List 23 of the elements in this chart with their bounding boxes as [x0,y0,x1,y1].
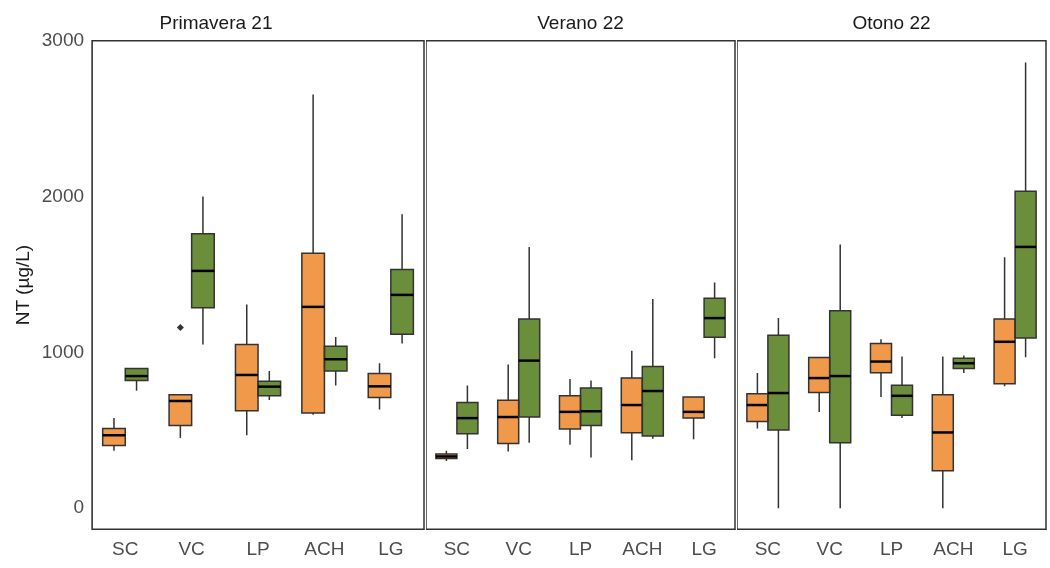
y-tick-label: 3000 [41,29,85,51]
chart-title: Verano 22 [537,11,624,33]
x-tick-label: VC [816,537,843,559]
x-tick-label: LP [568,537,593,559]
y-tick-label: 0 [73,496,85,518]
x-tick-label: SC [754,537,782,559]
y-axis-title: NT (µg/L) [11,244,33,326]
x-tick-label: LP [246,537,270,559]
chart-title: Primavera 21 [159,11,273,33]
y-tick-label: 1000 [41,340,85,362]
x-tick-label: VC [178,537,205,559]
x-tick-label: ACH [622,537,663,559]
x-tick-label: SC [443,537,471,559]
x-tick-label: LG [378,537,404,559]
x-tick-label: LP [879,537,904,559]
y-tick-label: 2000 [41,184,85,206]
x-tick-label: LG [1002,537,1028,559]
x-tick-label: VC [505,537,532,559]
chart-title: Otono 22 [852,11,931,33]
x-tick-label: ACH [304,537,345,559]
x-tick-label: SC [112,537,139,559]
x-tick-label: ACH [933,537,974,559]
x-tick-label: LG [691,537,717,559]
